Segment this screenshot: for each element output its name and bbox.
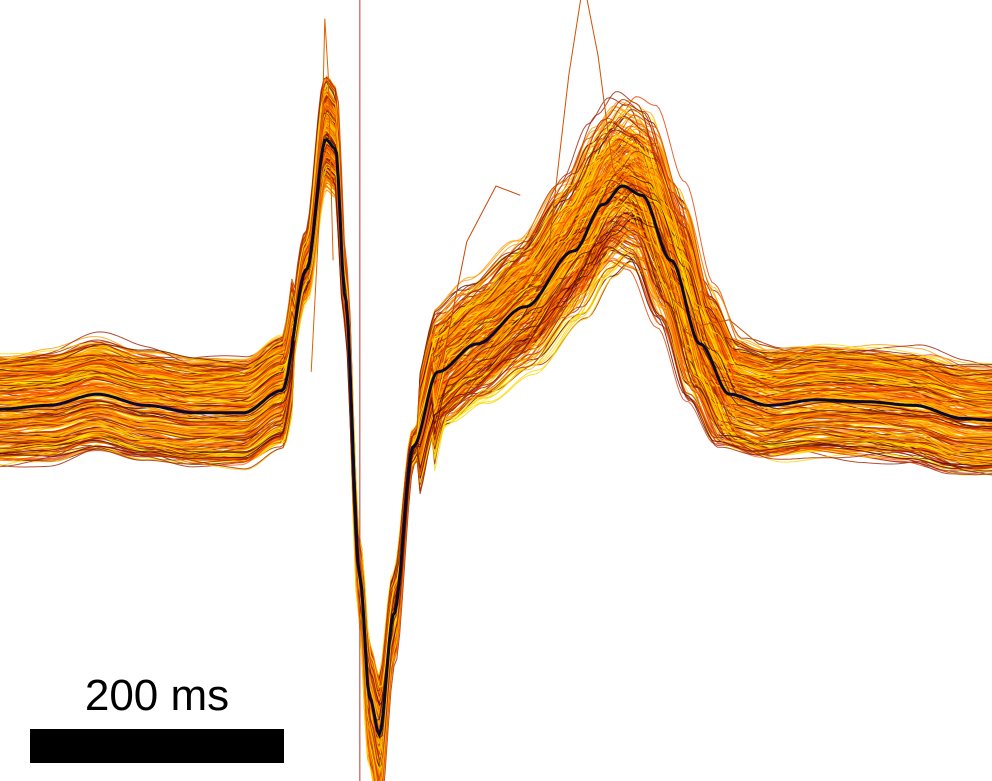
overlay-trace	[0, 160, 992, 738]
overlay-trace	[0, 91, 992, 781]
overlay-trace	[0, 152, 992, 736]
overlay-trace	[0, 182, 992, 690]
overlay-trace	[0, 94, 992, 769]
overlay-trace	[0, 92, 992, 772]
overlay-trace	[0, 174, 992, 705]
overlay-trace	[0, 110, 992, 761]
overlay-trace	[0, 177, 992, 710]
overlay-trace	[0, 112, 992, 741]
overlay-trace	[0, 104, 992, 781]
overlay-trace	[0, 169, 992, 721]
overlay-trace	[0, 121, 992, 741]
overlay-trace	[0, 133, 992, 768]
overlay-trace	[0, 80, 992, 781]
outlier-trace	[310, 18, 334, 372]
outlier-trace	[549, 0, 633, 242]
overlay-trace	[0, 151, 992, 696]
scale-bar-label: 200 ms	[84, 671, 230, 720]
overlay-trace	[0, 166, 992, 688]
outlier-trace	[442, 185, 521, 363]
overlay-trace	[0, 189, 992, 700]
overlay-trace	[0, 125, 992, 740]
outlier-traces	[310, 0, 798, 372]
overlay-trace	[0, 101, 992, 781]
overlay-trace	[0, 119, 992, 744]
overlay-trace	[0, 177, 992, 700]
overlay-traces	[0, 75, 992, 781]
overlay-trace	[0, 166, 992, 707]
overlay-trace	[0, 158, 992, 696]
overlay-trace	[0, 89, 992, 781]
overlay-trace	[0, 117, 992, 743]
mean-trace	[0, 137, 992, 739]
overlay-trace	[0, 185, 992, 698]
overlay-trace	[0, 156, 992, 737]
scale-bar	[30, 729, 284, 763]
overlay-trace	[0, 157, 992, 691]
overlay-trace	[0, 129, 992, 725]
overlay-trace	[0, 163, 992, 702]
overlay-trace	[0, 149, 992, 713]
overlay-trace	[0, 136, 992, 739]
overlay-trace	[0, 157, 992, 698]
outlier-trace	[651, 241, 798, 354]
